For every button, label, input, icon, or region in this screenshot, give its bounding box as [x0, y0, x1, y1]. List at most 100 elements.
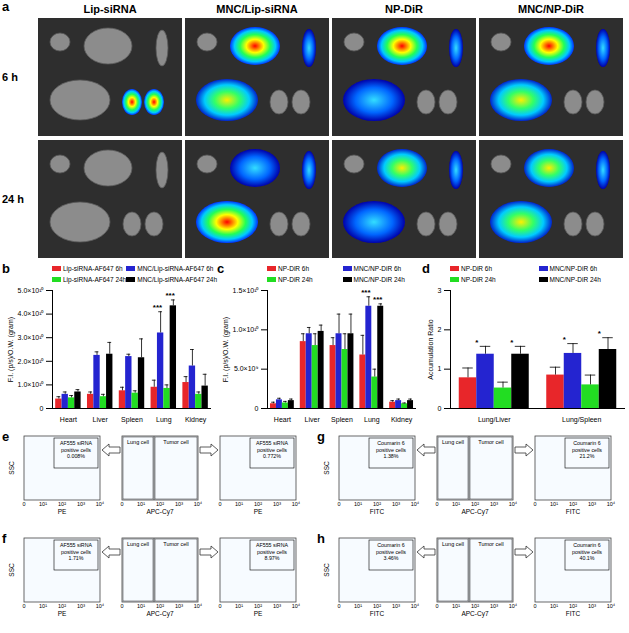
svg-text:Spleen: Spleen	[331, 416, 353, 424]
html-text:FITC: FITC	[565, 610, 581, 617]
svg-text:Lung/Liver: Lung/Liver	[478, 416, 511, 424]
html-text:10¹: 10¹	[235, 501, 243, 507]
html-text:10²: 10²	[254, 501, 262, 507]
svg-text:Lung/Spleen: Lung/Spleen	[562, 416, 601, 424]
html-text:MNC/NP-DiR 6h: MNC/NP-DiR 6h	[549, 264, 598, 272]
svg-text:Accumulation Ratio: Accumulation Ratio	[427, 319, 434, 379]
html-text:Coumarin 6 positive cells: Coumarin 6 positive cells	[376, 440, 406, 453]
svg-text:5.0×10⁹: 5.0×10⁹	[234, 365, 259, 372]
html-text:FITC: FITC	[369, 508, 385, 515]
html-text:NP-DiR 24h: NP-DiR 24h	[461, 275, 496, 283]
html-text:NP-DiR 6h: NP-DiR 6h	[461, 264, 493, 272]
svg-text:***: ***	[165, 291, 175, 300]
html-text:MNC/Lip-siRNA: MNC/Lip-siRNA	[216, 3, 298, 15]
html-text:FITC: FITC	[565, 508, 581, 515]
html-text:10⁴: 10⁴	[95, 501, 105, 507]
html-text:FITC: FITC	[369, 610, 385, 617]
svg-text:Liver: Liver	[305, 416, 321, 423]
svg-text:Lung: Lung	[364, 416, 380, 424]
html-text:10²: 10²	[156, 501, 164, 507]
html-text:h: h	[317, 531, 325, 546]
html-text:SSC: SSC	[8, 563, 15, 577]
html-text:APC-Cy7: APC-Cy7	[461, 610, 489, 617]
svg-text:2.0×10¹⁰: 2.0×10¹⁰	[18, 358, 45, 365]
html-text:Coumarin 6 positive cells: Coumarin 6 positive cells	[376, 542, 406, 555]
svg-text:Liver: Liver	[93, 416, 109, 423]
html-text:PE: PE	[57, 508, 67, 515]
html-text:Tumor cell: Tumor cell	[163, 439, 189, 445]
svg-text:F.I. (p/s)/O.W. (gram): F.I. (p/s)/O.W. (gram)	[222, 317, 230, 382]
svg-text:Heart: Heart	[60, 416, 77, 423]
html-text:NP-DiR 6h: NP-DiR 6h	[278, 264, 310, 272]
html-text:SSC: SSC	[323, 461, 330, 475]
svg-text:Kidney: Kidney	[391, 416, 413, 424]
html-text:MNC/NP-DiR 24h: MNC/NP-DiR 24h	[353, 275, 405, 283]
html-text:SSC: SSC	[8, 461, 15, 475]
svg-text:F.I. (p/s)/O.W. (gram): F.I. (p/s)/O.W. (gram)	[7, 317, 15, 382]
html-text:Coumarin 6 positive cells: Coumarin 6 positive cells	[572, 542, 602, 555]
html-text:MNC/NP-DiR 6h: MNC/NP-DiR 6h	[353, 264, 402, 272]
svg-text:0: 0	[255, 405, 259, 412]
svg-text:Lung: Lung	[156, 416, 172, 424]
svg-text:*: *	[475, 338, 479, 347]
html-text:APC-Cy7: APC-Cy7	[146, 610, 174, 617]
svg-text:0: 0	[40, 405, 44, 412]
html-text:10³: 10³	[77, 501, 85, 507]
html-text:MNC/NP-DiR 24h: MNC/NP-DiR 24h	[549, 275, 601, 283]
svg-text:Heart: Heart	[274, 416, 291, 423]
svg-text:1.0×10¹⁰: 1.0×10¹⁰	[233, 326, 260, 333]
svg-text:4.0×10¹⁰: 4.0×10¹⁰	[18, 310, 45, 317]
html-text:AF555 siRNA positive cells: AF555 siRNA positive cells	[60, 542, 92, 555]
html-text:MNC/NP-DiR: MNC/NP-DiR	[518, 3, 584, 15]
html-text:SSC: SSC	[323, 563, 330, 577]
html-text:g: g	[317, 429, 325, 444]
svg-text:3.0×10¹⁰: 3.0×10¹⁰	[18, 334, 45, 341]
html-text:Coumarin 6 positive cells: Coumarin 6 positive cells	[572, 440, 602, 453]
html-text:10³: 10³	[273, 501, 281, 507]
svg-text:*: *	[563, 335, 567, 344]
svg-text:Kidney: Kidney	[185, 416, 207, 424]
svg-text:*: *	[510, 338, 514, 347]
html-text:b: b	[2, 261, 10, 276]
html-text:Lip-siRNA: Lip-siRNA	[83, 3, 137, 15]
svg-text:3: 3	[438, 287, 442, 294]
html-text:MNC/Lip-siRNA-AF647 24h: MNC/Lip-siRNA-AF647 24h	[137, 275, 218, 283]
svg-text:2: 2	[438, 326, 442, 333]
html-text:PE: PE	[253, 610, 263, 617]
html-text:Lip-siRNA-AF647 6h: Lip-siRNA-AF647 6h	[63, 264, 123, 272]
svg-text:1: 1	[438, 365, 442, 372]
svg-text:***: ***	[361, 288, 371, 297]
html-text:d: d	[422, 261, 430, 276]
html-text:NP-DiR: NP-DiR	[385, 3, 423, 15]
html-text:10²: 10²	[58, 501, 66, 507]
svg-text:1.5×10¹⁰: 1.5×10¹⁰	[233, 287, 260, 294]
html-text:c: c	[217, 261, 225, 276]
html-text:AF555 siRNA positive cells: AF555 siRNA positive cells	[60, 440, 92, 453]
html-text:Lung cell: Lung cell	[127, 439, 149, 445]
html-text:NP-DiR 24h: NP-DiR 24h	[278, 275, 313, 283]
html-text:10⁴: 10⁴	[193, 501, 203, 507]
html-text:e: e	[2, 429, 10, 444]
svg-text:***: ***	[373, 295, 383, 304]
html-text:Lip-siRNA-AF647 24h: Lip-siRNA-AF647 24h	[63, 275, 127, 283]
html-text:6 h: 6 h	[2, 71, 18, 83]
svg-text:0: 0	[438, 405, 442, 412]
html-text:MNC/Lip-siRNA-AF647 6h: MNC/Lip-siRNA-AF647 6h	[137, 264, 214, 272]
html-text:10¹: 10¹	[39, 501, 47, 507]
svg-text:*: *	[598, 329, 602, 338]
html-text:PE: PE	[57, 610, 67, 617]
html-text:10³: 10³	[175, 501, 183, 507]
svg-text:***: ***	[153, 303, 163, 312]
html-text:AF555 siRNA positive cells: AF555 siRNA positive cells	[256, 542, 288, 555]
html-text:24 h: 24 h	[2, 193, 24, 205]
html-text:AF555 siRNA positive cells: AF555 siRNA positive cells	[256, 440, 288, 453]
html-text:10¹: 10¹	[137, 501, 145, 507]
html-text:a: a	[2, 0, 10, 14]
svg-text:5.0×10¹⁰: 5.0×10¹⁰	[18, 287, 45, 294]
html-text:PE: PE	[253, 508, 263, 515]
html-text:0.008%: 0.008%	[67, 453, 85, 459]
svg-text:1.0×10¹⁰: 1.0×10¹⁰	[18, 381, 45, 388]
html-text:APC-Cy7: APC-Cy7	[146, 508, 174, 515]
html-text:APC-Cy7: APC-Cy7	[461, 508, 489, 515]
svg-text:Spleen: Spleen	[121, 416, 143, 424]
